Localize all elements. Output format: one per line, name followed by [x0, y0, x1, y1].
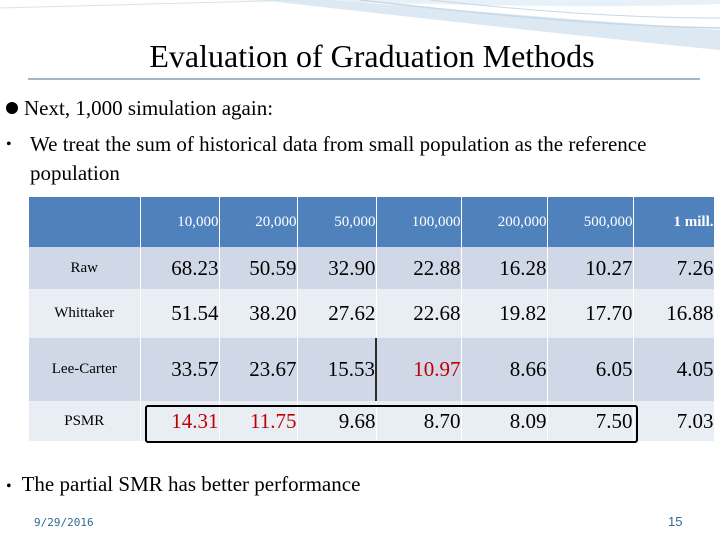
table-row: Whittaker 51.54 38.20 27.62 22.68 19.82 … — [29, 289, 715, 338]
row-label: Lee-Carter — [29, 338, 141, 401]
row-label: PSMR — [29, 401, 141, 441]
table-cell: 68.23 — [140, 247, 220, 289]
title-divider — [28, 78, 700, 80]
psmr-highlight-box — [145, 405, 638, 443]
bullet-conclusion-text: The partial SMR has better performance — [21, 472, 361, 496]
table-row: Lee-Carter 33.57 23.67 15.53 10.97 8.66 … — [29, 338, 715, 401]
table-cell: 8.70 — [376, 401, 462, 441]
table-cell: 7.26 — [633, 247, 715, 289]
table-row: PSMR 14.31 11.75 9.68 8.70 8.09 7.50 7.0… — [29, 401, 715, 441]
slide-date: 9/29/2016 — [34, 516, 94, 529]
table-header-row: 10,000 20,000 50,000 100,000 200,000 500… — [29, 197, 715, 247]
bullet-simulation-text: Next, 1,000 simulation again: — [24, 96, 274, 120]
table-cell: 7.50 — [547, 401, 634, 441]
table-cell: 33.57 — [140, 338, 220, 401]
filled-circle-bullet-icon — [6, 102, 18, 114]
column-header: 500,000 — [547, 197, 634, 247]
bullet-dot-icon: • — [6, 478, 12, 495]
table-cell: 9.68 — [297, 401, 377, 441]
table-cell: 16.28 — [461, 247, 548, 289]
table-cell: 38.20 — [219, 289, 298, 338]
table-cell: 27.62 — [297, 289, 377, 338]
table-cell: 19.82 — [461, 289, 548, 338]
column-header: 100,000 — [376, 197, 462, 247]
row-label: Raw — [29, 247, 141, 289]
bullet-simulation: Next, 1,000 simulation again: — [6, 94, 273, 123]
bullet-conclusion: • The partial SMR has better performance — [6, 470, 360, 501]
table-cell: 6.05 — [547, 338, 634, 401]
table-cell: 32.90 — [297, 247, 377, 289]
results-table: 10,000 20,000 50,000 100,000 200,000 500… — [29, 197, 715, 441]
table-cell: 8.09 — [461, 401, 548, 441]
bullet-reference-text: We treat the sum of historical data from… — [30, 132, 647, 185]
decorative-header-swoosh — [0, 0, 720, 50]
table-cell: 50.59 — [219, 247, 298, 289]
table-cell: 10.97 — [375, 338, 462, 401]
table-cell: 10.27 — [547, 247, 634, 289]
table-cell: 14.31 — [140, 401, 220, 441]
header-corner-cell — [29, 197, 141, 247]
column-header: 200,000 — [461, 197, 548, 247]
table-cell: 17.70 — [547, 289, 634, 338]
bullet-reference-population: • We treat the sum of historical data fr… — [6, 130, 666, 188]
table-cell: 23.67 — [219, 338, 298, 401]
slide-title: Evaluation of Graduation Methods — [149, 38, 595, 74]
table-cell: 51.54 — [140, 289, 220, 338]
column-header: 1 mill. — [633, 197, 715, 247]
column-header: 50,000 — [297, 197, 377, 247]
table-cell: 8.66 — [461, 338, 548, 401]
table-cell: 16.88 — [633, 289, 715, 338]
table-row: Raw 68.23 50.59 32.90 22.88 16.28 10.27 … — [29, 247, 715, 289]
column-header: 10,000 — [140, 197, 220, 247]
table-cell: 15.53 — [297, 338, 377, 401]
bullet-dot-icon: • — [6, 136, 12, 153]
table-cell: 7.03 — [633, 401, 715, 441]
table-cell: 22.68 — [376, 289, 462, 338]
slide-page-number: 15 — [668, 514, 683, 529]
table-cell: 22.88 — [376, 247, 462, 289]
table-cell: 11.75 — [219, 401, 298, 441]
table-cell: 4.05 — [633, 338, 715, 401]
row-label: Whittaker — [29, 289, 141, 338]
column-header: 20,000 — [219, 197, 298, 247]
